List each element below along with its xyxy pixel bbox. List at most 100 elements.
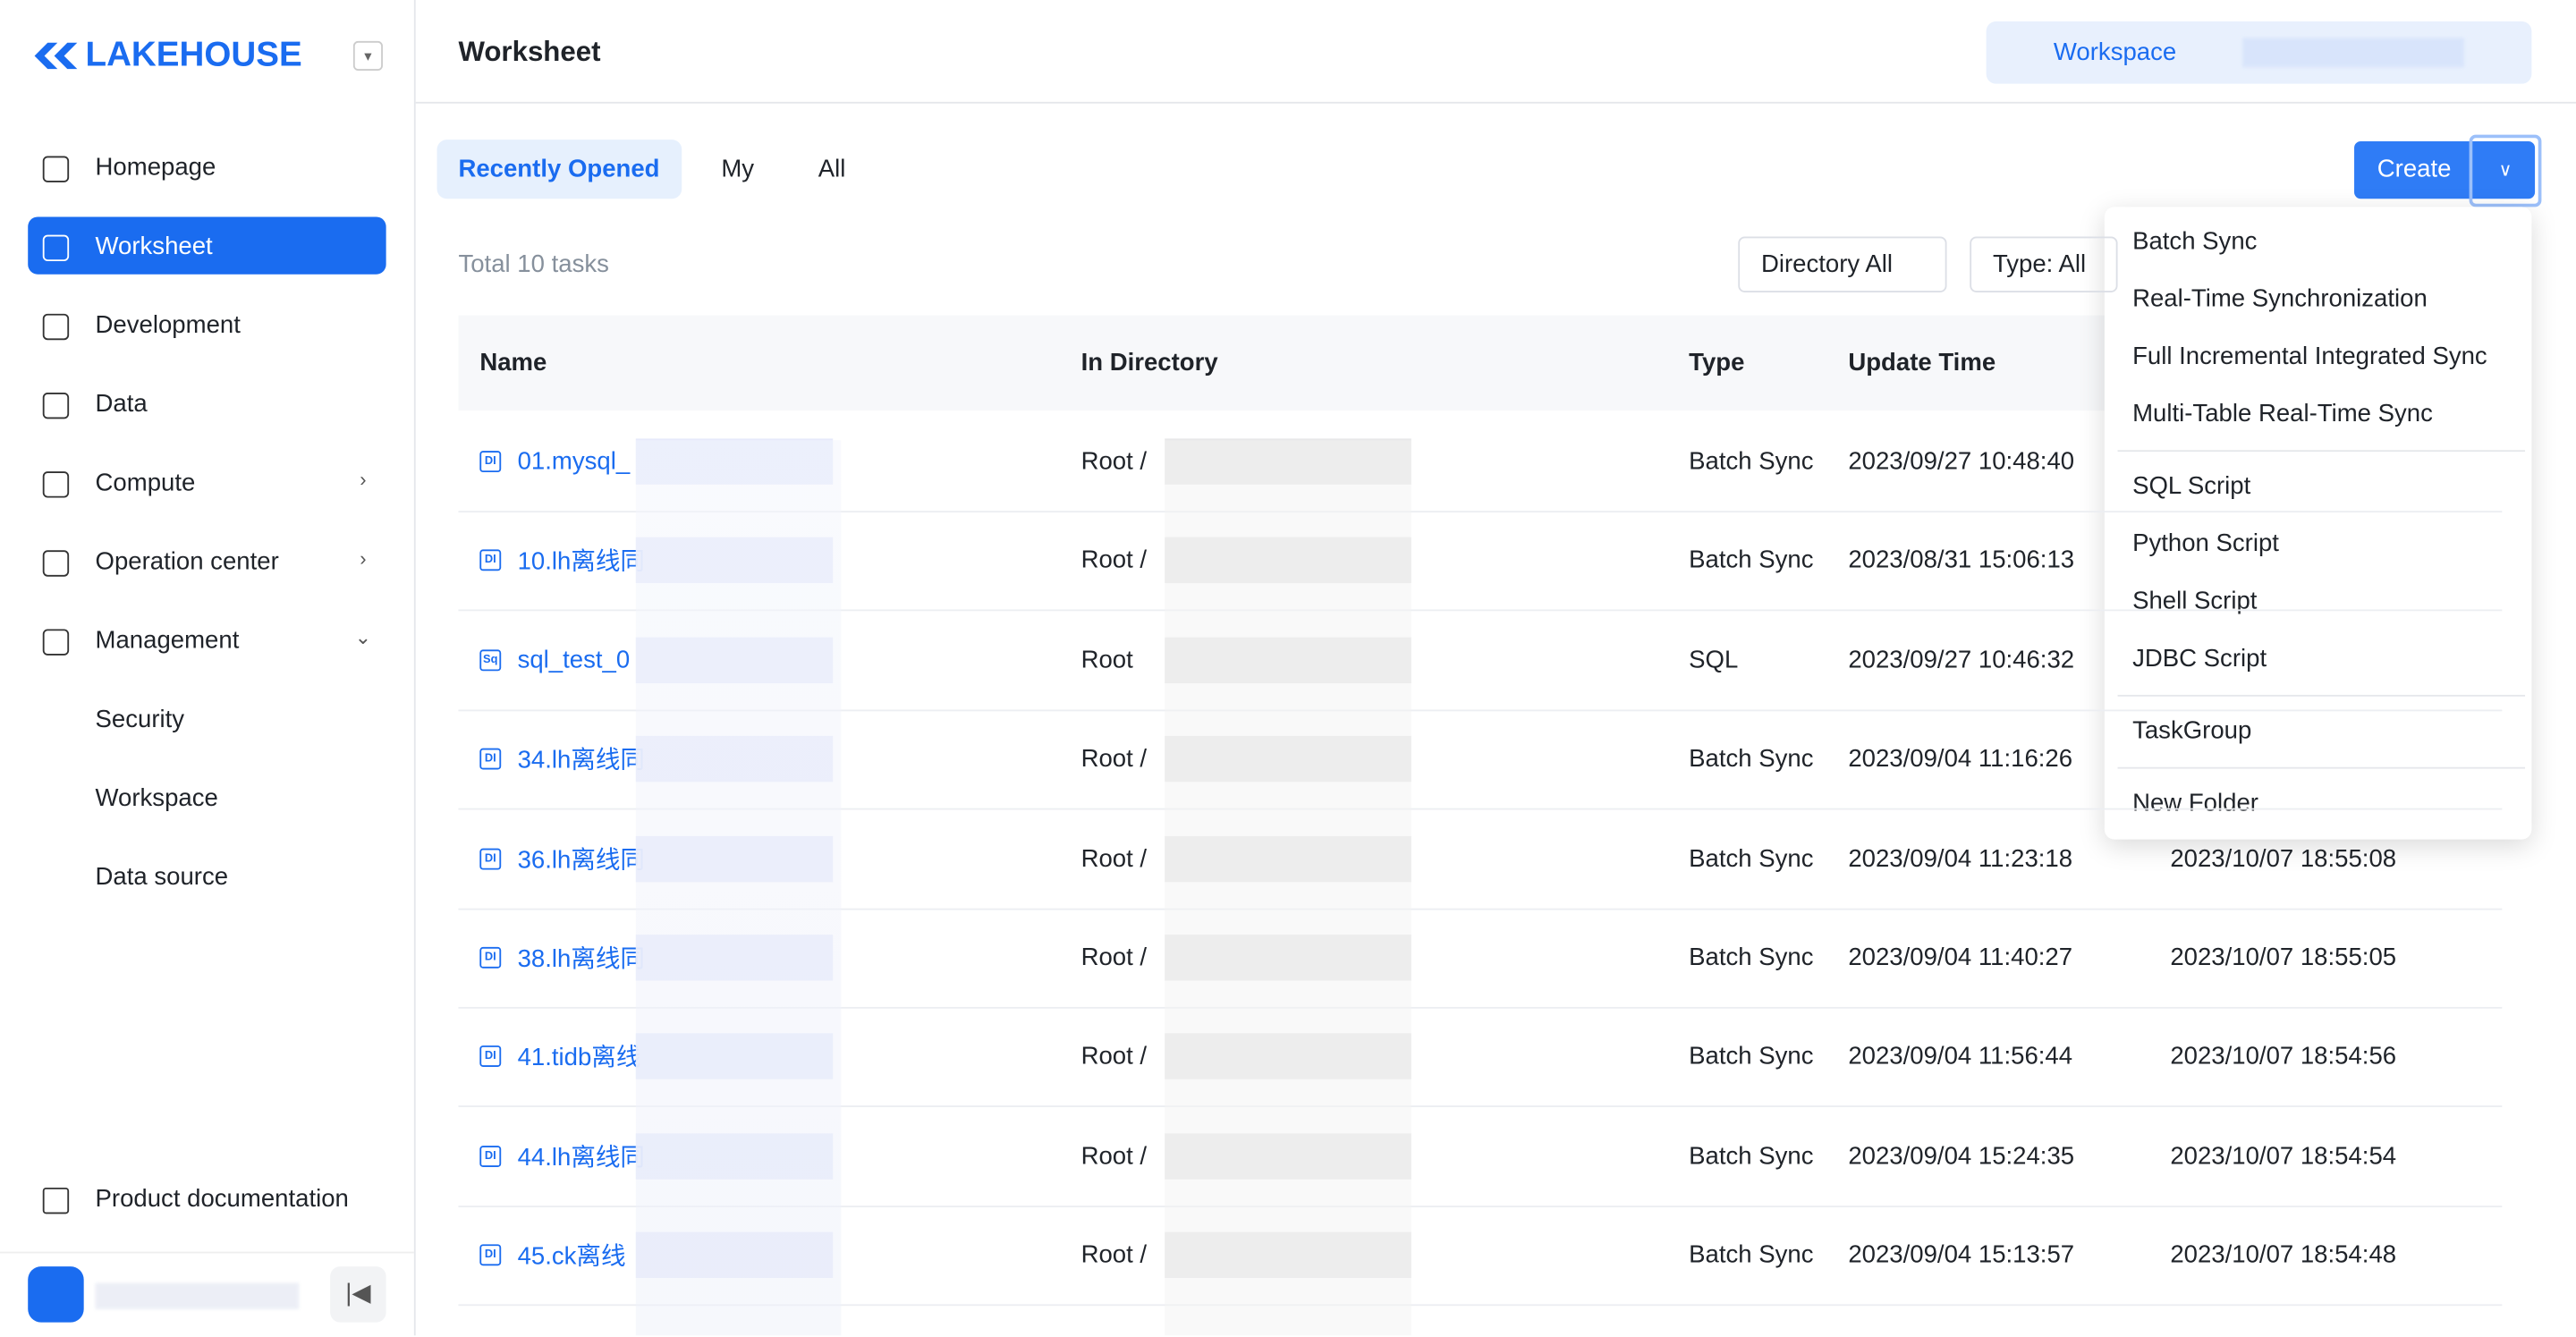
brand: LAKEHOUSE	[85, 36, 302, 74]
tab[interactable]: My	[721, 155, 755, 183]
task-link[interactable]: 41.tidb离线	[517, 1044, 641, 1073]
column-header: Type	[1689, 349, 1745, 377]
nav-icon	[42, 156, 70, 182]
nav-item[interactable]: Operation center	[95, 547, 279, 576]
menu-divider	[2117, 766, 2526, 769]
task-link[interactable]: 01.mysql_	[517, 447, 631, 476]
row-divider	[458, 610, 2503, 612]
collapse-button[interactable]: |◀	[330, 1266, 386, 1323]
cell: Batch Sync	[1689, 745, 1814, 774]
menu-item[interactable]: Python Script	[2132, 529, 2279, 558]
cell: Root	[1080, 646, 1133, 674]
nav-item[interactable]: Development	[95, 311, 241, 340]
row-divider	[458, 1304, 2503, 1307]
cell: Batch Sync	[1689, 1043, 1814, 1071]
nav-chevron: ⌄	[354, 625, 372, 649]
row-icon: DI	[479, 451, 502, 473]
create-label: Create	[2377, 155, 2452, 183]
sidebar	[0, 0, 416, 1336]
blur-column	[1165, 440, 1411, 1336]
cell: 2023/10/07 18:54:54	[2170, 1142, 2397, 1171]
task-link[interactable]: sql_test_0	[517, 646, 631, 674]
nav-item[interactable]: Data	[95, 390, 148, 419]
filter[interactable]	[1738, 236, 1947, 292]
cell: Batch Sync	[1689, 1240, 1814, 1270]
row-divider	[458, 808, 2503, 810]
nav-item[interactable]: Compute	[95, 469, 196, 497]
menu-item[interactable]: Batch Sync	[2132, 227, 2258, 256]
cell: SQL	[1689, 646, 1739, 674]
task-link[interactable]: 44.lh离线同	[517, 1143, 645, 1172]
nav-icon	[42, 392, 70, 419]
row-divider	[458, 1006, 2503, 1009]
cell: Root /	[1080, 1142, 1148, 1171]
cell: 2023/09/04 11:23:18	[1848, 844, 2073, 873]
column-header: Name	[479, 349, 547, 377]
cell: Root /	[1080, 546, 1148, 575]
nav-item[interactable]: Worksheet	[95, 232, 213, 261]
cell: Root /	[1080, 447, 1148, 476]
cell: 2023/09/04 11:40:27	[1848, 944, 2073, 972]
task-link[interactable]: 10.lh离线同	[517, 548, 645, 577]
menu-divider	[2117, 450, 2526, 453]
brand-toggle[interactable]: ▾	[352, 40, 383, 71]
cell: 2023/09/04 15:13:57	[1848, 1240, 2075, 1270]
blur-column	[635, 440, 842, 1336]
cell: 2023/09/27 10:48:40	[1848, 447, 2075, 476]
task-link[interactable]: 45.ck离线	[517, 1242, 626, 1272]
menu-item[interactable]: Multi-Table Real-Time Sync	[2132, 400, 2433, 428]
header-divider	[415, 101, 2576, 104]
user-name-blur	[95, 1282, 300, 1309]
nav-item[interactable]: Management	[95, 626, 240, 655]
cell: Root /	[1080, 745, 1148, 774]
filter-label: Type: All	[1992, 250, 2087, 279]
menu-item[interactable]: New Folder	[2132, 789, 2258, 817]
row-icon: DI	[479, 1145, 502, 1167]
tab[interactable]: All	[818, 155, 846, 183]
tab[interactable]: Recently Opened	[458, 155, 660, 183]
cell: 2023/10/07 18:55:08	[2170, 844, 2397, 873]
column-header: In Directory	[1080, 349, 1218, 377]
row-icon: DI	[479, 1045, 502, 1068]
page-title: Worksheet	[458, 36, 601, 68]
cell: 2023/09/04 11:16:26	[1848, 745, 2073, 774]
row-divider	[458, 511, 2503, 513]
nav-item[interactable]: Security	[95, 705, 185, 734]
workspace-name-blur	[2242, 38, 2465, 68]
menu-item[interactable]: SQL Script	[2132, 472, 2251, 501]
nav-icon	[42, 471, 70, 498]
row-icon: DI	[479, 946, 502, 969]
cell: Batch Sync	[1689, 944, 1814, 972]
doc-icon	[42, 1187, 70, 1214]
task-link[interactable]: 38.lh离线同	[517, 945, 645, 974]
nav-item[interactable]: Data source	[95, 863, 229, 892]
create-dropdown[interactable]: ∨	[2469, 134, 2542, 207]
cell: 2023/10/07 18:54:48	[2170, 1240, 2397, 1270]
menu-divider	[2117, 694, 2526, 697]
menu-item[interactable]: Real-Time Synchronization	[2132, 284, 2428, 313]
cell: 2023/08/31 15:06:13	[1848, 546, 2075, 575]
row-icon: DI	[479, 847, 502, 869]
task-link[interactable]: 34.lh离线同	[517, 747, 645, 775]
cell: 2023/09/04 11:56:44	[1848, 1043, 2073, 1071]
nav-item[interactable]: Homepage	[95, 153, 216, 182]
total-count: Total 10 tasks	[458, 250, 609, 279]
menu-item[interactable]: TaskGroup	[2132, 716, 2252, 745]
nav-chevron: ›	[360, 546, 367, 571]
menu-item[interactable]: Full Incremental Integrated Sync	[2132, 342, 2487, 371]
filter[interactable]	[1970, 236, 2118, 292]
avatar[interactable]	[28, 1266, 84, 1323]
task-link[interactable]: 36.lh离线同	[517, 846, 645, 875]
column-header: Update Time	[1848, 349, 1996, 377]
nav-icon	[42, 313, 70, 341]
nav-icon	[42, 629, 70, 656]
create-button[interactable]	[2354, 140, 2536, 199]
cell: Root /	[1080, 944, 1148, 972]
row-divider	[458, 1205, 2503, 1207]
cell: Batch Sync	[1689, 546, 1814, 575]
menu-item[interactable]: JDBC Script	[2132, 644, 2267, 673]
row-icon: DI	[479, 550, 502, 571]
nav-item[interactable]: Workspace	[95, 784, 218, 813]
row-divider	[458, 1105, 2503, 1108]
nav-item[interactable]: Product documentation	[95, 1185, 349, 1214]
